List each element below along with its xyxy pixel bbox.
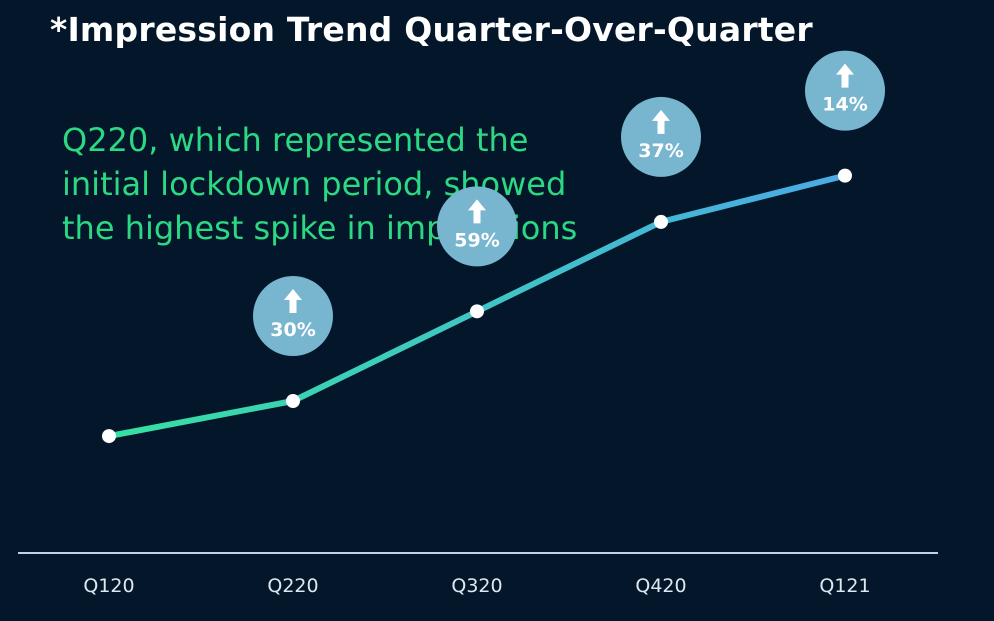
x-tick-label-q120: Q120 [83,575,134,597]
growth-label: 30% [270,319,315,341]
growth-badge-circle [437,186,517,267]
x-tick-label-q121: Q121 [819,575,870,597]
growth-badge-circle [253,276,333,357]
growth-badge-q220: 30% [253,276,333,357]
data-point-q120 [102,429,116,444]
x-tick-label-q320: Q320 [451,575,502,597]
growth-badge-circle [805,50,885,131]
growth-badge-q320: 59% [437,186,517,267]
growth-badge-q121: 14% [805,50,885,131]
growth-badge-q420: 37% [621,96,701,177]
x-tick-label-q220: Q220 [267,575,318,597]
growth-label: 37% [638,140,683,162]
data-point-q420 [654,214,668,229]
growth-badge-circle [621,96,701,177]
data-point-q220 [286,394,300,409]
data-point-q320 [470,304,484,319]
arrow-up-icon [836,63,854,88]
arrow-up-icon [652,109,670,134]
chart-title: *Impression Trend Quarter-Over-Quarter [50,10,813,49]
arrow-up-icon [284,289,302,314]
arrow-up-icon [468,199,486,224]
growth-label: 59% [454,229,499,251]
x-tick-label-q420: Q420 [635,575,686,597]
data-point-q121 [838,168,852,183]
growth-label: 14% [822,94,867,116]
